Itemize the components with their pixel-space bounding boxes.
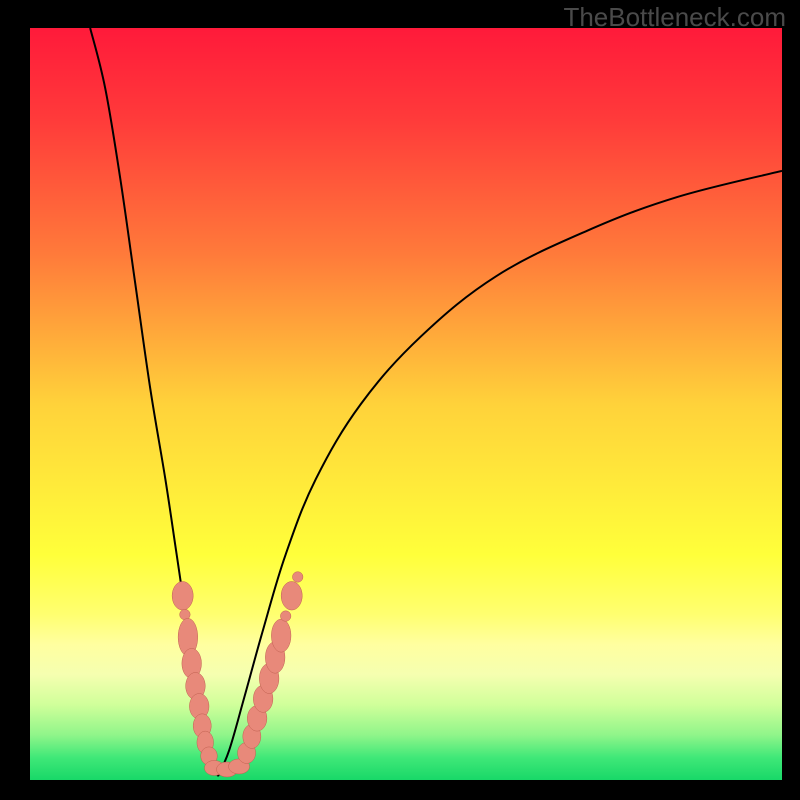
- plot-area: [30, 28, 782, 780]
- bead: [292, 572, 303, 583]
- bead: [280, 611, 291, 622]
- curves-layer: [30, 28, 782, 780]
- bead: [271, 619, 291, 652]
- bead: [172, 581, 193, 610]
- chart-container: TheBottleneck.com: [0, 0, 800, 800]
- right-curve: [218, 171, 782, 776]
- bead: [281, 581, 302, 610]
- watermark-text: TheBottleneck.com: [563, 2, 786, 33]
- bead-cluster: [172, 572, 303, 777]
